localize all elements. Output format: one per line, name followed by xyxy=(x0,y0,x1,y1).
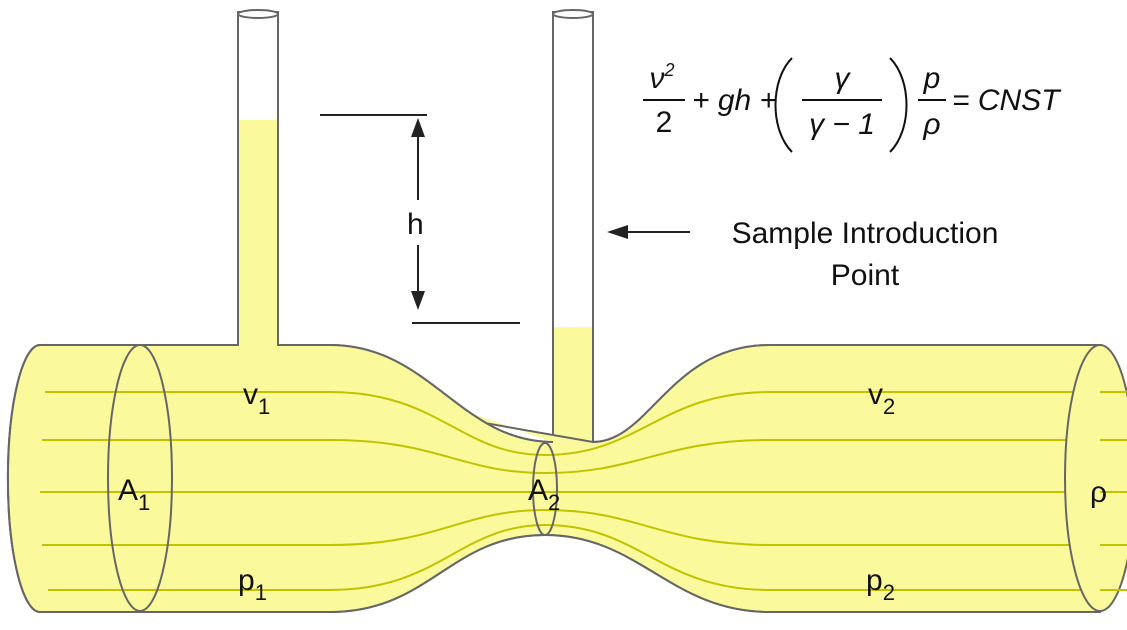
eq-rhs: = CNST xyxy=(952,84,1062,117)
bernoulli-equation: ν2 2 + gh + γ γ − 1 p ρ = CNST xyxy=(643,57,1062,153)
height-markers xyxy=(320,114,690,324)
sample-label: Sample Introduction xyxy=(732,217,999,250)
eq-mid: + gh + xyxy=(692,84,777,117)
velocity-1: v1 xyxy=(243,378,270,419)
pressure-1: p1 xyxy=(238,564,267,605)
area-1: A1 xyxy=(118,474,150,515)
density: ρ xyxy=(1090,476,1107,509)
sample-label: Point xyxy=(831,259,900,292)
throat-section xyxy=(532,442,558,536)
eq-num: γ xyxy=(835,62,852,95)
inlet-section xyxy=(107,344,173,612)
outlet-streamlines xyxy=(1100,391,1127,591)
eq-den: ρ xyxy=(922,108,940,141)
pressure-2: p2 xyxy=(866,564,895,605)
eq-num: p xyxy=(923,62,941,95)
streamlines xyxy=(40,391,1100,591)
eq-den: γ − 1 xyxy=(809,108,875,141)
eq-num: ν2 xyxy=(649,60,674,95)
height-label: h xyxy=(407,208,424,241)
area-2: A2 xyxy=(528,474,560,515)
tubes xyxy=(237,9,594,453)
velocity-2: v2 xyxy=(868,378,895,419)
eq-den: 2 xyxy=(656,106,673,139)
